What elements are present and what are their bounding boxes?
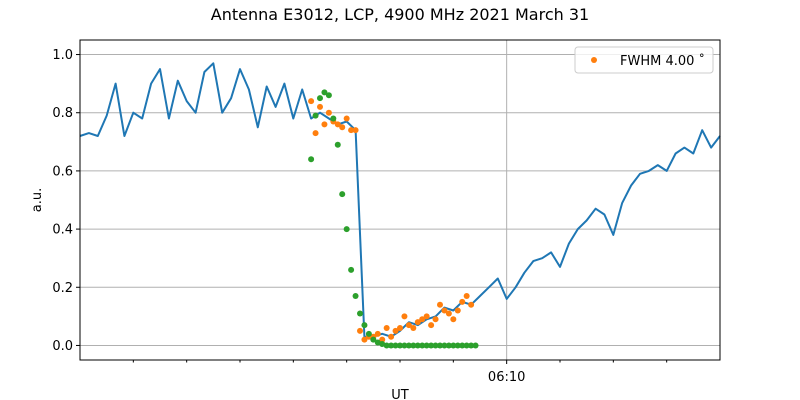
model-data-point: [312, 112, 319, 119]
fwhm-data-point: [321, 121, 328, 128]
model-data-point: [348, 266, 355, 273]
model-data-point: [423, 342, 430, 349]
fwhm-data-point: [410, 325, 417, 331]
model-data-point: [365, 330, 372, 337]
model-data-point: [441, 342, 448, 349]
fwhm-data-point: [405, 322, 412, 329]
axes: 0.0 0.2 0.4 0.6 0.8 1.0 06:10: [52, 48, 668, 385]
fwhm-data-point: [325, 109, 332, 116]
x-tick-label: 06:10: [488, 370, 525, 385]
model-data-point: [352, 293, 359, 299]
x-axis-label: UT: [391, 388, 409, 400]
model-data-point: [419, 342, 426, 349]
y-axis-label: a.u.: [30, 188, 45, 212]
model-data-point: [308, 156, 315, 163]
model-data-point: [450, 342, 457, 349]
fwhm-data-point: [437, 301, 443, 308]
y-tick-label: 0.0: [52, 339, 73, 354]
fwhm-data-point: [459, 298, 466, 305]
y-tick-label: 0.4: [52, 223, 73, 238]
y-tick-label: 0.6: [52, 164, 73, 179]
fwhm-data-point: [414, 319, 421, 326]
fwhm-data-point: [428, 322, 435, 329]
fwhm-data-point: [397, 325, 403, 331]
fwhm-data-point: [432, 316, 439, 323]
model-data-point: [383, 342, 390, 349]
grid: [80, 40, 720, 360]
model-data-point: [388, 342, 395, 349]
series-line: [79, 62, 721, 338]
model-data-point: [401, 342, 408, 349]
y-tick-label: 0.2: [52, 281, 73, 296]
fwhm-data-point: [352, 127, 359, 134]
model-data-point: [414, 342, 421, 349]
legend-label-fwhm: FWHM 4.00 ˚: [620, 53, 705, 69]
fwhm-data-point: [308, 98, 315, 105]
model-data-point: [428, 342, 435, 349]
model-data-point: [472, 342, 479, 349]
model-data-point: [410, 342, 417, 349]
model-data-point: [397, 342, 403, 349]
model-data-point: [334, 141, 341, 148]
model-data-point: [459, 342, 466, 349]
fwhm-data-point: [374, 330, 381, 337]
fwhm-data-point: [379, 336, 386, 343]
model-data-point: [445, 342, 452, 349]
fwhm-data-point: [419, 316, 426, 323]
fwhm-data-point: [454, 307, 461, 314]
model-data-point: [463, 342, 470, 349]
legend-box: [574, 46, 714, 74]
model-data-point: [357, 310, 363, 317]
model-data-point: [454, 342, 461, 349]
model-data-point: [325, 92, 332, 99]
fwhm-data-point: [348, 127, 355, 134]
fwhm-data-point: [343, 115, 350, 122]
fwhm-data-point: [392, 327, 399, 334]
model-data-point: [343, 226, 350, 233]
model-data-point: [330, 115, 337, 122]
fwhm-data-point: [357, 327, 363, 334]
fwhm-data-point: [383, 325, 390, 331]
fwhm-data-point: [312, 130, 319, 137]
model-data-point: [468, 342, 475, 349]
legend: FWHM 4.00 ˚: [574, 46, 714, 74]
series-layer: [79, 62, 721, 349]
model-data-point: [432, 342, 439, 349]
fwhm-data-point: [468, 301, 475, 308]
model-data-point: [392, 342, 399, 349]
model-data-point: [361, 322, 368, 329]
fwhm-data-point: [388, 333, 395, 340]
model-data-point: [321, 89, 328, 96]
fwhm-data-point: [317, 103, 323, 110]
fwhm-data-point: [441, 307, 448, 314]
fwhm-data-point: [445, 310, 452, 317]
legend-marker-fwhm: [591, 57, 597, 63]
model-data-point: [405, 342, 412, 349]
fwhm-data-point: [463, 293, 470, 299]
model-data-point: [437, 342, 443, 349]
y-tick-label: 0.8: [52, 106, 73, 121]
fwhm-data-point: [339, 124, 346, 131]
model-data-point: [317, 95, 323, 102]
fwhm-data-point: [361, 336, 368, 343]
chart-title: Antenna E3012, LCP, 4900 MHz 2021 March …: [211, 5, 589, 24]
fwhm-data-point: [334, 121, 341, 128]
y-tick-label: 1.0: [52, 48, 73, 63]
model-data-point: [339, 191, 346, 198]
model-data-point: [370, 336, 377, 343]
fwhm-data-point: [401, 313, 408, 320]
fwhm-data-point: [423, 313, 430, 320]
fwhm-data-point: [450, 316, 457, 323]
